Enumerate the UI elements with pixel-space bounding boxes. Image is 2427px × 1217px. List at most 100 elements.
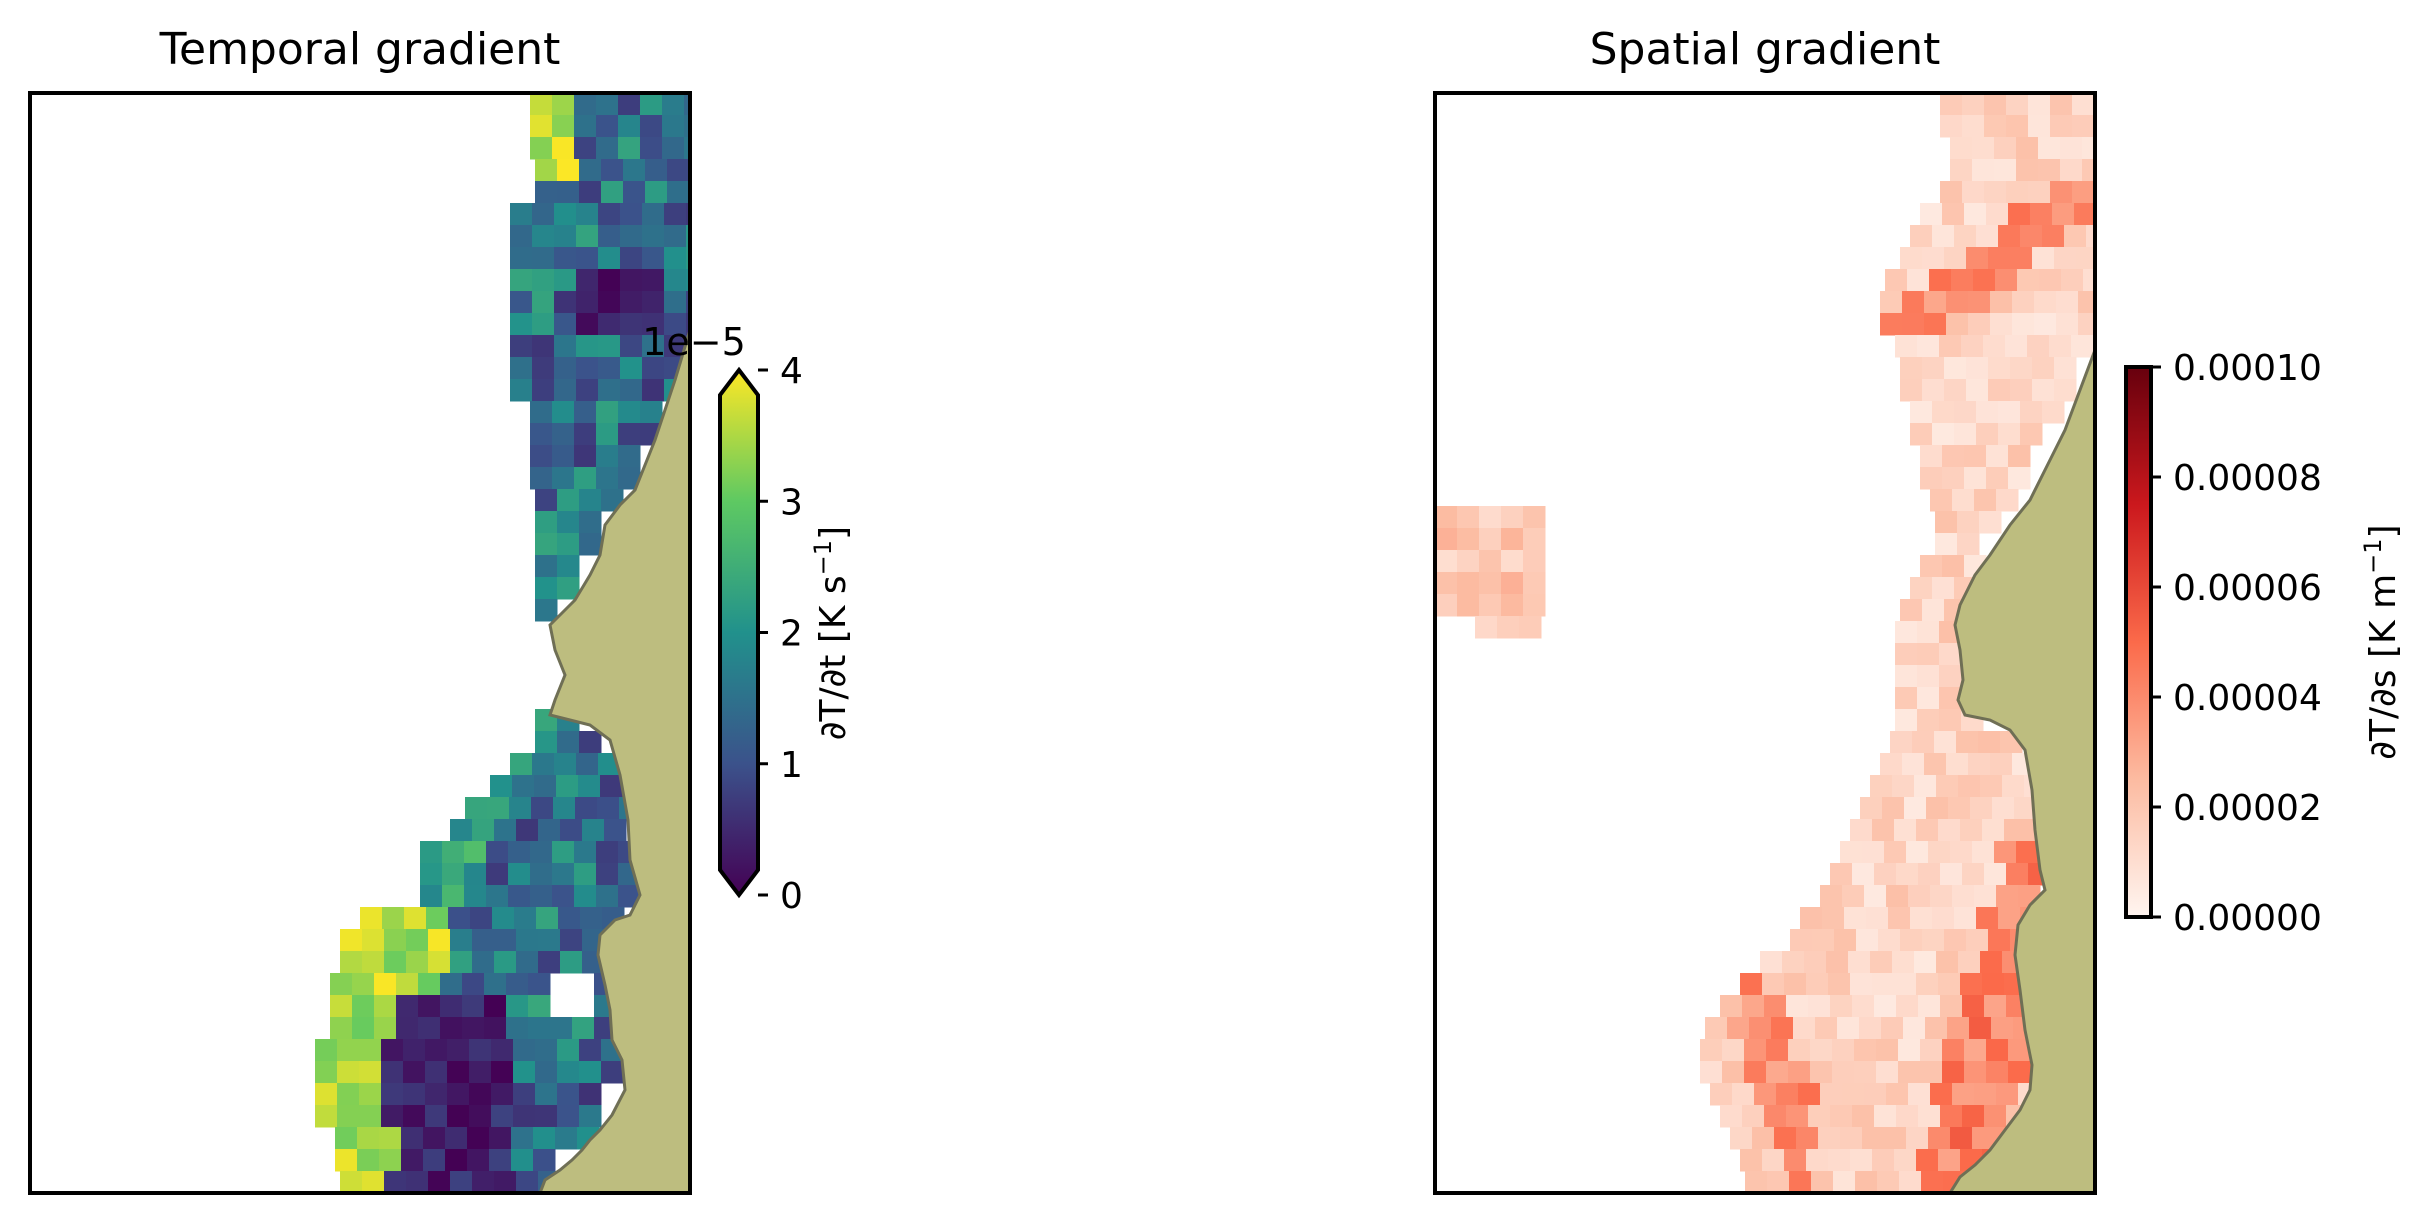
spatial-heatmap-cell [1523, 528, 1546, 551]
spatial-heatmap-cell [1998, 401, 2021, 424]
temporal-heatmap-cell [579, 1061, 602, 1084]
spatial-heatmap-cell [1942, 555, 1965, 578]
spatial-heatmap-cell [1895, 621, 1918, 644]
temporal-heatmap-cell [445, 1149, 468, 1172]
temporal-heatmap-cell [506, 995, 529, 1018]
temporal-heatmap-cell [538, 951, 561, 974]
spatial-heatmap-cell [1862, 1127, 1885, 1150]
spatial-heatmap-cell [1969, 1017, 1992, 1040]
spatial-heatmap-cell [1924, 753, 1947, 776]
spatial-heatmap-cell [2008, 203, 2031, 226]
temporal-gradient-title: Temporal gradient [159, 24, 561, 75]
spatial-heatmap-cell [1957, 533, 1980, 556]
spatial-heatmap-cell [1960, 973, 1983, 996]
spatial-heatmap-cell [1800, 907, 1823, 930]
spatial-heatmap-cell [2078, 313, 2095, 336]
temporal-heatmap-cell [576, 269, 599, 292]
spatial-heatmap-cell [1939, 335, 1962, 358]
spatial-heatmap-cell [1896, 863, 1919, 886]
spatial-heatmap-cell [1947, 1017, 1970, 1040]
temporal-heatmap-cell [510, 379, 533, 402]
spatial-heatmap-cell [1898, 1061, 1921, 1084]
temporal-heatmap-cell [552, 863, 575, 886]
temporal-heatmap-cell [535, 159, 558, 182]
spatial-heatmap-cell [1870, 951, 1893, 974]
spatial-heatmap-cell [1784, 973, 1807, 996]
spatial-heatmap-cell [1929, 269, 1952, 292]
temporal-heatmap-cell [425, 1039, 448, 1062]
spatial-heatmap-cell [2028, 115, 2051, 138]
spatial-heatmap-cell [2034, 313, 2057, 336]
temporal-heatmap-cell [557, 555, 580, 578]
spatial-heatmap-cell [2086, 225, 2095, 248]
temporal-heatmap-cell [465, 797, 488, 820]
spatial-heatmap-cell [1720, 995, 1743, 1018]
temporal-heatmap-cell [684, 115, 690, 138]
spatial-heatmap-cell [1880, 291, 1903, 314]
spatial-heatmap-cell [1902, 313, 1925, 336]
spatial-heatmap-cell [2002, 775, 2025, 798]
temporal-gradient-land [538, 329, 690, 1193]
spatial-heatmap-cell [1908, 885, 1931, 908]
temporal-heatmap-cell [535, 1039, 558, 1062]
temporal-heatmap-cell [532, 247, 555, 270]
spatial-heatmap-cell [1808, 1105, 1831, 1128]
spatial-heatmap-cell [1833, 1171, 1856, 1193]
temporal-heatmap-cell [535, 511, 558, 534]
temporal-heatmap-cell [428, 951, 451, 974]
temporal-heatmap-cell [445, 1127, 468, 1150]
temporal-heatmap-cell [423, 1149, 446, 1172]
temporal-colorbar-tick-label: 2 [780, 614, 803, 655]
temporal-heatmap-cell [462, 1017, 485, 1040]
spatial-heatmap-cell [1922, 929, 1945, 952]
spatial-heatmap-cell [1979, 511, 2002, 534]
temporal-heatmap-cell [381, 1061, 404, 1084]
temporal-heatmap-cell [555, 1127, 578, 1150]
temporal-heatmap-cell [557, 533, 580, 556]
temporal-heatmap-cell [450, 929, 473, 952]
spatial-heatmap-cell [1727, 1017, 1750, 1040]
spatial-heatmap-cell [1900, 247, 1923, 270]
spatial-heatmap-cell [2004, 819, 2027, 842]
temporal-heatmap-cell [530, 115, 553, 138]
spatial-heatmap-cell [1896, 995, 1919, 1018]
spatial-heatmap-cell [2010, 247, 2033, 270]
spatial-heatmap-cell [1950, 841, 1973, 864]
spatial-heatmap-cell [2027, 335, 2050, 358]
temporal-heatmap-cell [530, 863, 553, 886]
temporal-heatmap-cell [359, 1083, 382, 1106]
spatial-heatmap-cell [1988, 247, 2011, 270]
spatial-heatmap-cell [1764, 995, 1787, 1018]
temporal-heatmap-cell [557, 1061, 580, 1084]
spatial-heatmap-cell [1974, 489, 1997, 512]
temporal-heatmap-cell [560, 951, 583, 974]
temporal-heatmap-cell [513, 1061, 536, 1084]
temporal-colorbar-tick-label: 0 [780, 876, 803, 917]
spatial-gradient-cells [1435, 93, 2095, 1193]
temporal-heatmap-cell [557, 1039, 580, 1062]
spatial-heatmap-cell [1854, 1061, 1877, 1084]
spatial-heatmap-cell [1966, 929, 1989, 952]
spatial-heatmap-cell [1946, 753, 1969, 776]
temporal-heatmap-cell [340, 929, 363, 952]
spatial-heatmap-cell [1900, 357, 1923, 380]
spatial-heatmap-cell [1700, 1039, 1723, 1062]
temporal-heatmap-cell [362, 1171, 385, 1193]
temporal-colorbar-tick-label: 3 [780, 482, 803, 523]
spatial-heatmap-cell [1939, 665, 1962, 688]
spatial-heatmap-cell [1501, 594, 1524, 617]
temporal-heatmap-cell [662, 115, 685, 138]
temporal-heatmap-cell [511, 1149, 534, 1172]
temporal-heatmap-cell [509, 797, 532, 820]
spatial-heatmap-cell [1930, 489, 1953, 512]
spatial-heatmap-cell [1848, 951, 1871, 974]
spatial-heatmap-cell [1984, 181, 2007, 204]
spatial-heatmap-cell [2006, 863, 2029, 886]
temporal-heatmap-cell [642, 203, 665, 226]
spatial-heatmap-cell [1866, 907, 1889, 930]
temporal-heatmap-cell [574, 885, 597, 908]
spatial-heatmap-cell [2054, 379, 2077, 402]
spatial-heatmap-cell [1788, 1039, 1811, 1062]
spatial-heatmap-cell [2032, 357, 2055, 380]
